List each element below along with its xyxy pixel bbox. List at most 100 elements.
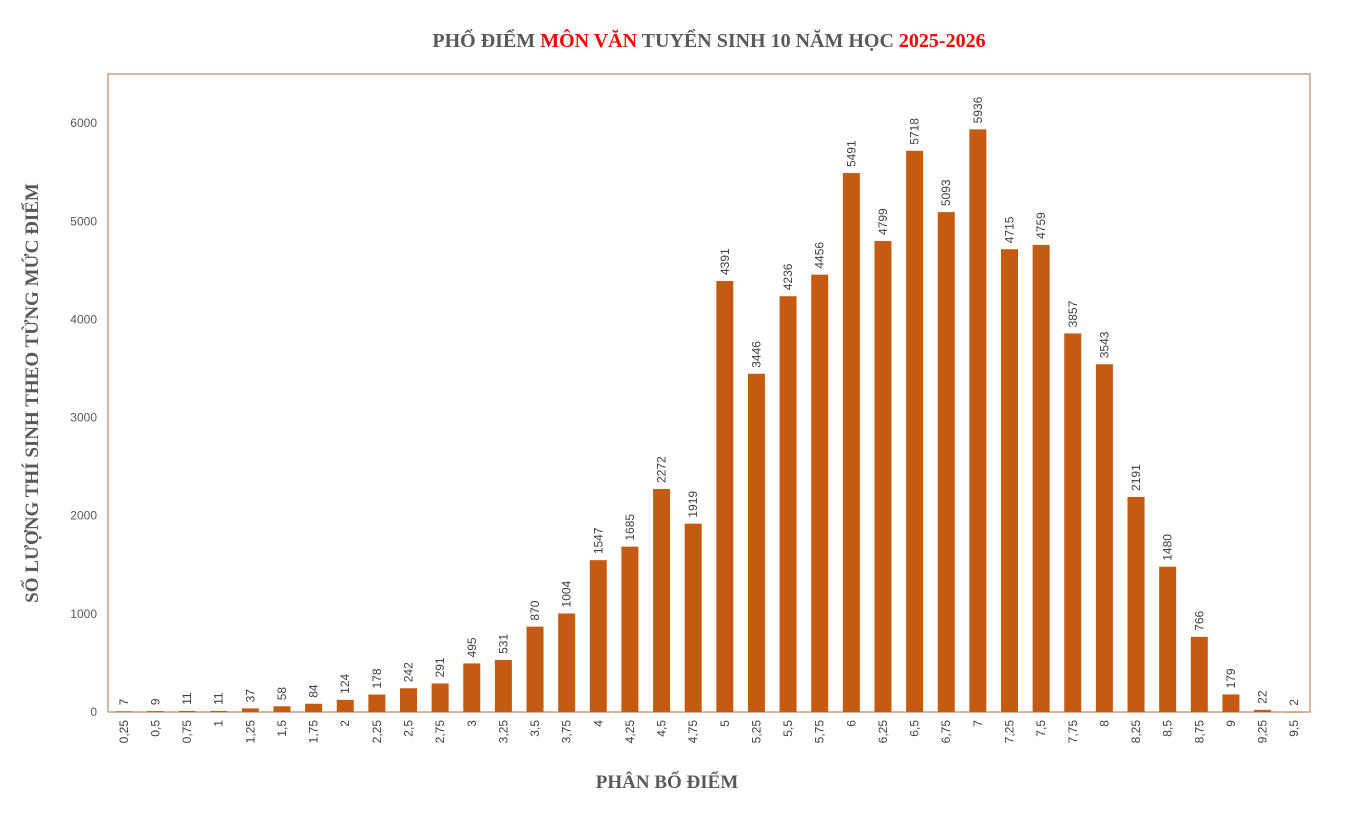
x-tick-label: 1 (212, 720, 226, 727)
bar (684, 523, 702, 712)
y-tick-label: 5000 (70, 214, 97, 228)
y-tick-label: 2000 (70, 509, 97, 523)
data-label: 5718 (908, 118, 922, 145)
bar (463, 663, 481, 712)
bar (1190, 636, 1208, 712)
x-tick-label: 2,25 (370, 720, 384, 744)
data-label: 11 (180, 692, 194, 705)
data-label: 766 (1192, 610, 1206, 630)
data-label: 3543 (1097, 331, 1111, 358)
data-label: 5093 (939, 179, 953, 206)
bar (653, 489, 671, 712)
x-tick-label: 1,75 (307, 720, 321, 744)
bar (431, 683, 449, 712)
data-label: 4236 (781, 263, 795, 290)
bar (906, 150, 924, 712)
bar (1064, 333, 1082, 712)
data-label: 58 (275, 687, 289, 701)
x-tick-label: 5,25 (749, 720, 763, 744)
x-tick-label: 2,5 (402, 720, 416, 737)
bar (937, 212, 955, 712)
x-tick-label: 3,25 (496, 720, 510, 744)
data-label: 870 (528, 600, 542, 620)
x-tick-label: 6,75 (939, 720, 953, 744)
data-label: 37 (243, 689, 257, 703)
data-label: 291 (433, 657, 447, 677)
bar (494, 659, 512, 712)
y-tick-label: 3000 (70, 411, 97, 425)
x-tick-label: 7,25 (1003, 720, 1017, 744)
data-label: 179 (1224, 668, 1238, 688)
x-tick-label: 7,5 (1034, 720, 1048, 737)
x-tick-label: 5,75 (813, 720, 827, 744)
bar (336, 699, 354, 712)
x-tick-label: 3,5 (528, 720, 542, 737)
y-axis-title: SỐ LƯỢNG THÍ SINH THEO TỪNG MỨC ĐIỂM (21, 183, 43, 603)
bar (589, 560, 607, 712)
bar (146, 711, 164, 712)
chart-title: PHỔ ĐIỂM MÔN VĂN TUYỂN SINH 10 NĂM HỌC 2… (432, 28, 985, 52)
chart-title-part: TUYỂN SINH 10 NĂM HỌC (637, 28, 899, 52)
bar (1127, 496, 1145, 712)
bar (1159, 566, 1177, 712)
y-tick-label: 1000 (70, 607, 97, 621)
x-tick-label: 3 (465, 720, 479, 727)
x-tick-label: 6,25 (876, 720, 890, 744)
x-tick-label: 4,25 (623, 720, 637, 744)
bar (1095, 364, 1113, 712)
bar (1222, 694, 1240, 712)
bar (969, 129, 987, 713)
x-tick-label: 4,75 (686, 720, 700, 744)
chart-title-part: PHỔ ĐIỂM (432, 28, 540, 52)
bar (241, 708, 259, 712)
chart-title-part: MÔN VĂN (540, 28, 637, 52)
data-label: 11 (212, 692, 226, 705)
data-labels: 7 9 11 11 37 58 84 124 178 242 291 495 531 870 1004 154… (117, 96, 1301, 705)
bar (1032, 244, 1050, 712)
data-label: 4391 (718, 248, 732, 275)
data-label: 5491 (844, 140, 858, 167)
bar (874, 240, 892, 712)
x-tick-label: 1,25 (243, 720, 257, 744)
y-tick-label: 0 (90, 705, 97, 719)
x-tick-label: 4 (591, 720, 605, 727)
data-label: 3446 (749, 341, 763, 368)
data-label: 4715 (1003, 216, 1017, 243)
bar (779, 296, 797, 712)
data-label: 4456 (813, 242, 827, 269)
y-axis: 0 1000 2000 3000 4000 5000 6000 (70, 116, 97, 719)
x-tick-label: 8,5 (1161, 720, 1175, 737)
data-label: 1685 (623, 514, 637, 541)
bar (368, 694, 386, 712)
data-label: 22 (1256, 690, 1270, 704)
data-label: 2 (1287, 699, 1301, 706)
x-tick-label: 9 (1224, 720, 1238, 727)
x-tick-label: 2,75 (433, 720, 447, 744)
bar (115, 711, 133, 712)
x-tick-label: 8,75 (1192, 720, 1206, 744)
data-label: 178 (370, 668, 384, 688)
bar (178, 710, 196, 712)
data-label: 2272 (655, 456, 669, 483)
x-tick-label: 9,5 (1287, 720, 1301, 737)
bar (811, 274, 829, 712)
x-tick-label: 3,75 (560, 720, 574, 744)
data-label: 531 (496, 634, 510, 654)
data-label: 495 (465, 637, 479, 657)
plot-frame (107, 73, 1311, 713)
data-label: 84 (307, 684, 321, 698)
x-axis-title: PHÂN BỔ ĐIỂM (596, 771, 739, 793)
bar (621, 546, 639, 712)
data-label: 1547 (591, 527, 605, 554)
bar (400, 688, 417, 712)
data-label: 3857 (1066, 300, 1080, 327)
x-tick-label: 9,25 (1256, 720, 1270, 744)
bar (1254, 709, 1272, 712)
bars (115, 129, 1303, 713)
bar (305, 703, 323, 712)
data-label: 1004 (560, 580, 574, 607)
x-tick-label: 8 (1097, 720, 1111, 727)
data-label: 5936 (971, 96, 985, 123)
data-label: 1919 (686, 491, 700, 518)
